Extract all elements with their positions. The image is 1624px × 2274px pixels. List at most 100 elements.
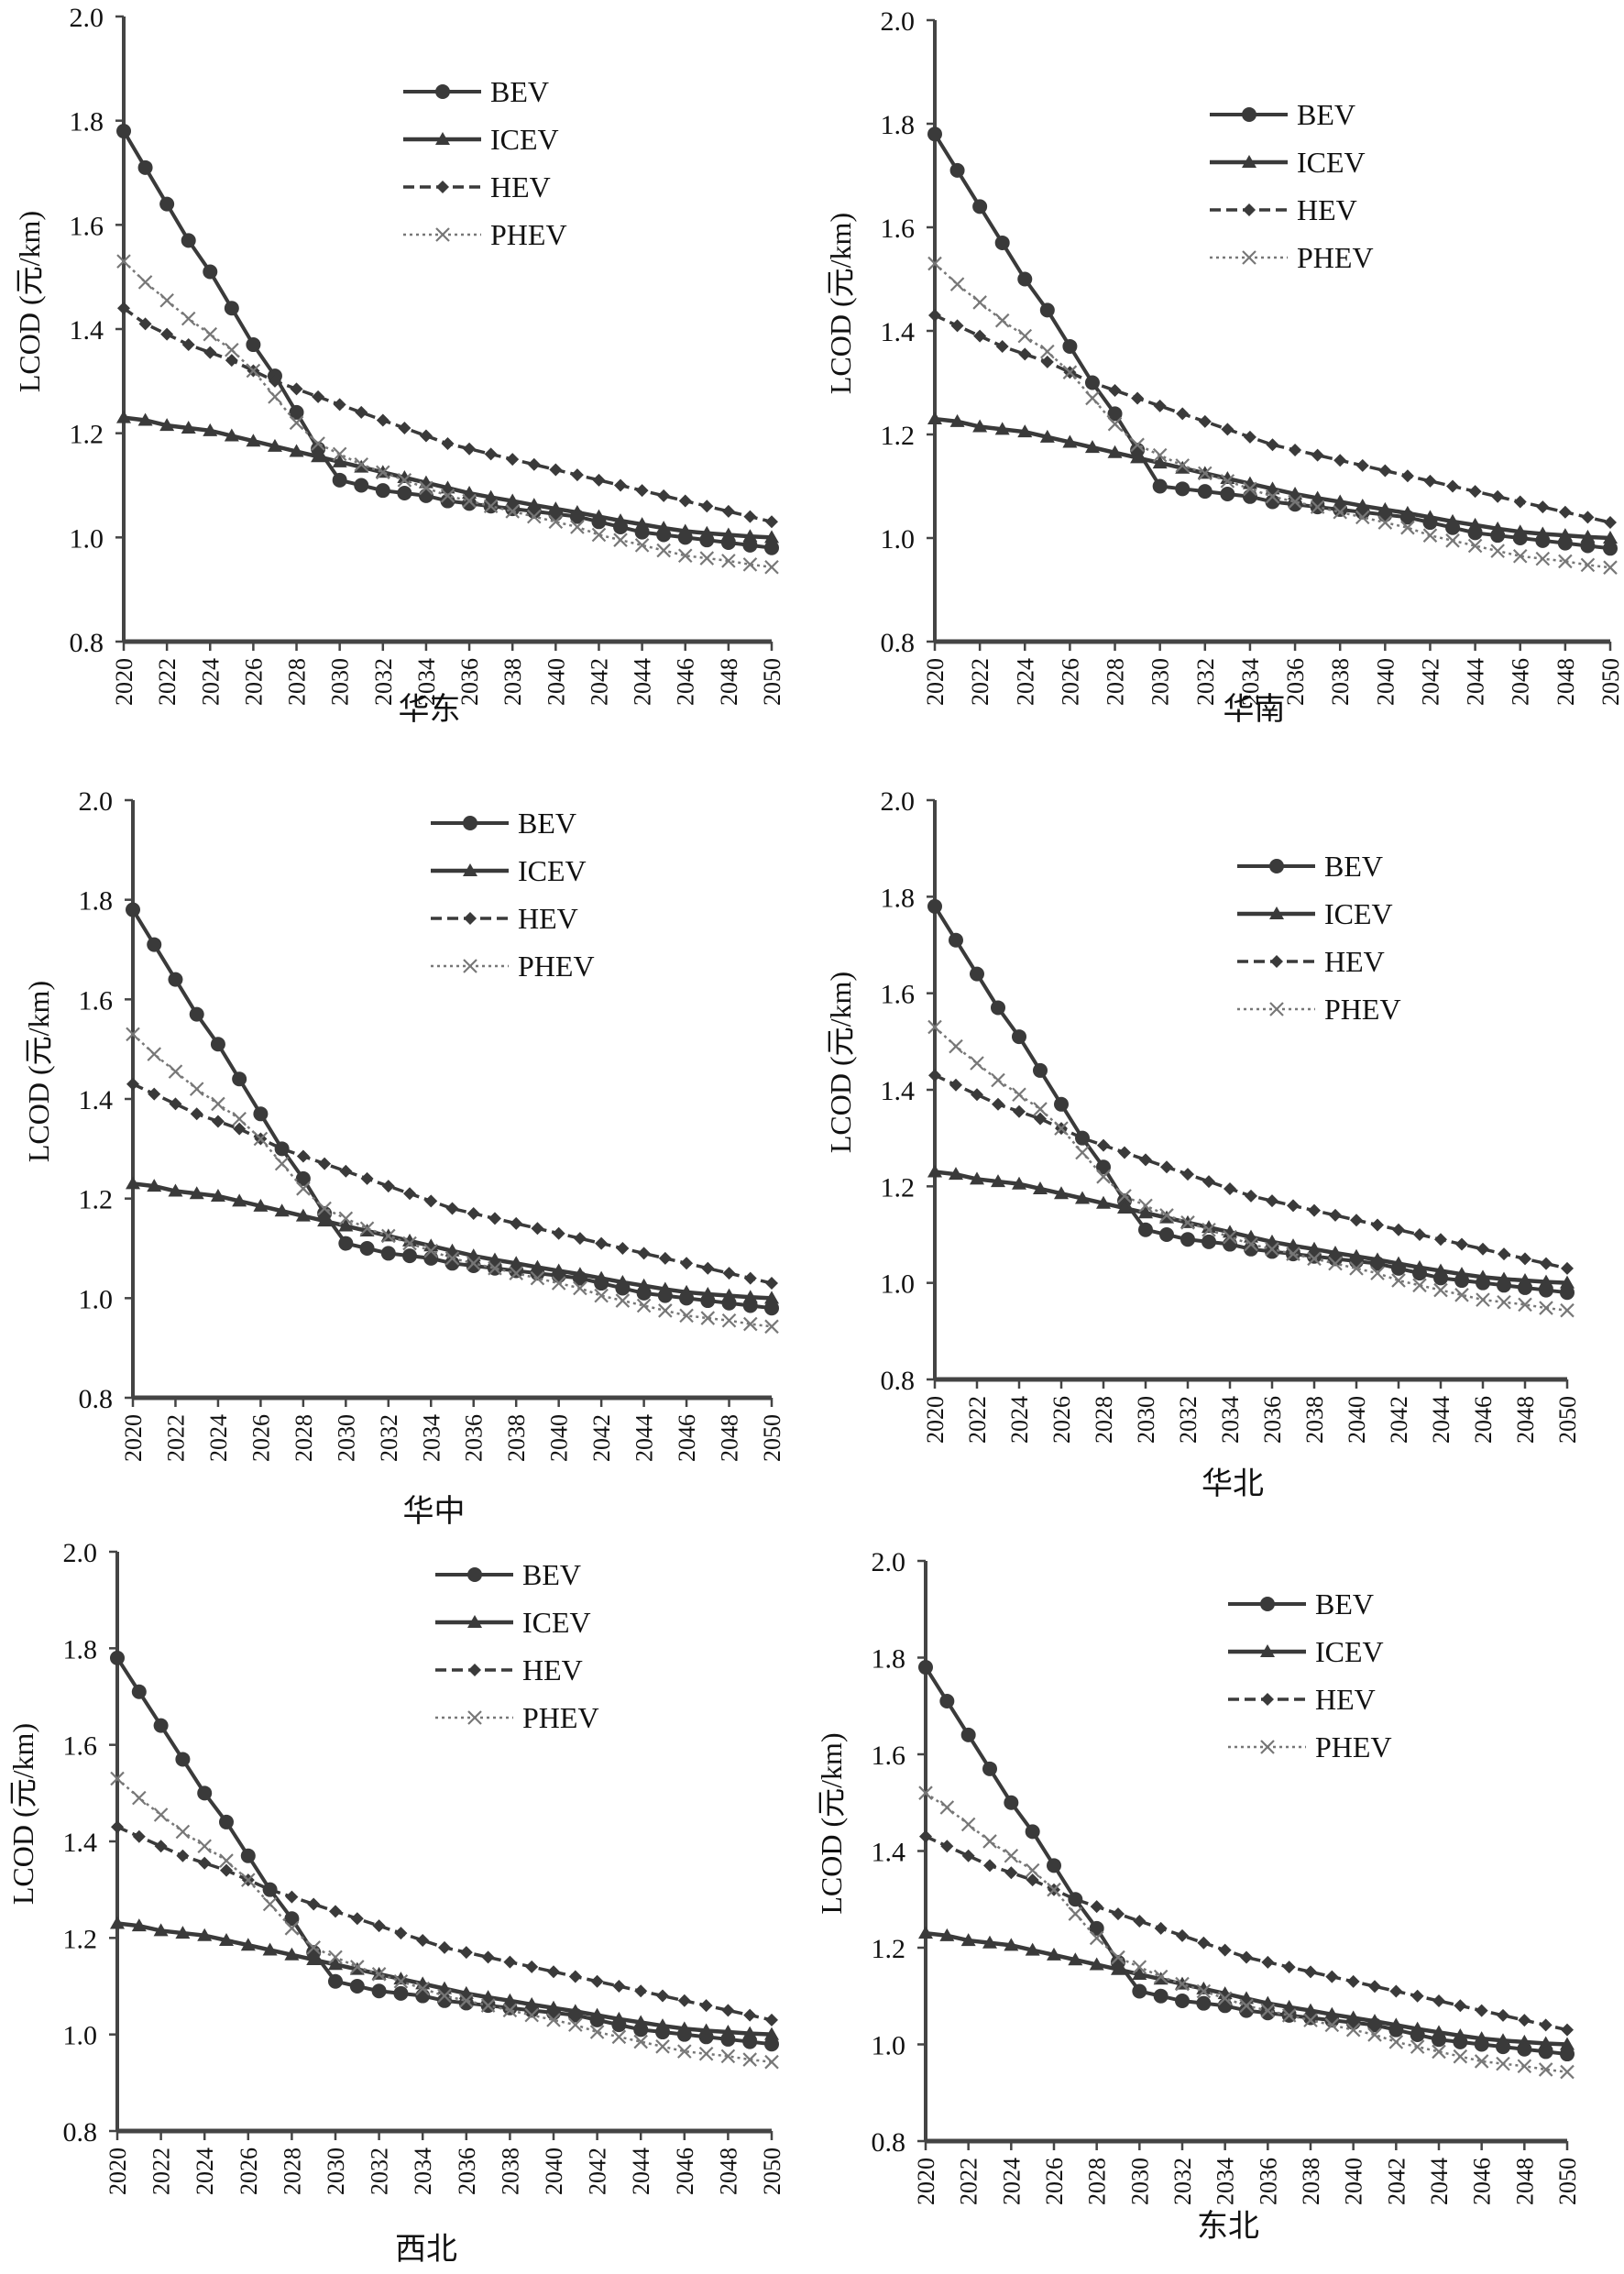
data-point-ICEV-2022 [159, 418, 175, 432]
data-point-ICEV-2038 [505, 493, 521, 507]
data-point-ICEV-2021 [949, 413, 965, 427]
series-HEV [928, 1069, 1574, 1275]
data-point-ICEV-2046 [1512, 524, 1528, 538]
data-point-HEV-2022 [961, 1849, 975, 1862]
legend-item-HEV: HEV [1237, 945, 1385, 978]
x-tick-label: 2048 [715, 2148, 741, 2195]
data-point-PHEV-2049 [1538, 2062, 1553, 2077]
data-point-BEV-2050 [764, 540, 779, 555]
data-point-HEV-2031 [1160, 1160, 1173, 1174]
data-point-PHEV-2030 [1152, 447, 1168, 463]
series-line-PHEV [925, 1792, 1568, 2073]
legend-item-BEV: BEV [431, 807, 576, 840]
data-point-PHEV-2028 [296, 1181, 311, 1196]
data-point-HEV-2022 [160, 327, 174, 341]
x-tick-label: 2046 [1469, 2158, 1496, 2205]
data-point-BEV-2020 [927, 126, 942, 142]
data-point-HEV-2027 [1076, 1131, 1089, 1145]
data-point-PHEV-2036 [1288, 494, 1302, 510]
x-tick-label: 2044 [1426, 2158, 1453, 2205]
data-point-PHEV-2041 [1367, 2027, 1382, 2042]
data-point-HEV-2028 [296, 1149, 310, 1163]
data-point-BEV-2026 [1054, 1096, 1069, 1112]
series-HEV [111, 1820, 778, 2027]
series-line-ICEV [934, 1170, 1568, 1285]
legend: BEV ICEV HEV PHEV [1237, 850, 1401, 1026]
data-point-BEV-2023 [175, 1752, 191, 1767]
y-tick-label: 1.2 [881, 1172, 916, 1203]
data-point-HEV-2034 [416, 1933, 430, 1947]
legend-item-PHEV: PHEV [431, 950, 595, 983]
series-PHEV [116, 254, 779, 575]
x-tick-label: 2046 [672, 2148, 698, 2195]
chart-panel-华东: 0.8 1.0 1.2 1.4 1.6 1.8 2.0 2020 2022 2024 2026 202… [13, 3, 785, 727]
data-point-ICEV-2028 [1107, 445, 1123, 458]
data-point-PHEV-2050 [1603, 560, 1618, 575]
data-point-HEV-2037 [488, 1212, 501, 1225]
legend-marker-BEV [1269, 859, 1284, 873]
data-point-PHEV-2031 [350, 1960, 365, 1974]
data-point-HEV-2022 [971, 1088, 983, 1102]
data-point-PHEV-2036 [1260, 2003, 1276, 2018]
data-point-PHEV-2037 [488, 1260, 502, 1276]
legend-marker-PHEV [1242, 250, 1256, 265]
data-point-BEV-2032 [1197, 484, 1213, 500]
series-line-ICEV [925, 1930, 1568, 2047]
legend: BEV ICEV HEV PHEV [403, 75, 567, 251]
data-point-PHEV-2036 [1265, 1242, 1279, 1257]
x-tick-label: 2022 [967, 658, 993, 706]
x-tick-label: 2028 [284, 658, 311, 706]
data-point-PHEV-2029 [311, 436, 325, 451]
y-tick-label: 1.8 [70, 107, 104, 137]
data-point-BEV-2050 [764, 1301, 779, 1316]
data-point-HEV-2048 [721, 504, 735, 518]
data-point-HEV-2043 [1413, 1228, 1426, 1241]
data-point-ICEV-2049 [742, 1290, 758, 1303]
data-point-PHEV-2037 [480, 1998, 496, 2013]
x-tick-label: 2022 [162, 1414, 189, 1462]
legend-item-HEV: HEV [403, 170, 551, 203]
data-point-HEV-2020 [117, 302, 130, 315]
x-tick-label: 2042 [1417, 658, 1443, 706]
x-tick-label: 2022 [148, 2148, 175, 2195]
data-point-HEV-2037 [1311, 448, 1324, 462]
y-tick-label: 1.2 [70, 420, 104, 450]
x-tick-label: 2032 [1192, 658, 1219, 706]
data-point-PHEV-2043 [611, 2029, 627, 2045]
data-point-ICEV-2020 [918, 1926, 933, 1939]
legend-item-BEV: BEV [1237, 850, 1383, 883]
data-point-ICEV-2039 [530, 1259, 545, 1273]
data-point-HEV-2038 [1308, 1203, 1321, 1217]
x-tick-label: 2050 [1597, 658, 1624, 706]
data-point-ICEV-2023 [982, 1935, 997, 1949]
data-point-HEV-2031 [1176, 407, 1190, 421]
data-point-PHEV-2047 [700, 1311, 716, 1325]
x-tick-label: 2024 [1012, 658, 1038, 706]
x-tick-label: 2038 [499, 658, 526, 706]
data-point-HEV-2042 [592, 473, 606, 487]
data-point-HEV-2043 [616, 1242, 630, 1255]
data-point-HEV-2047 [701, 1261, 715, 1275]
data-point-PHEV-2040 [1345, 2022, 1361, 2038]
data-point-ICEV-2026 [240, 1938, 256, 1951]
data-point-HEV-2045 [1491, 489, 1505, 503]
data-point-PHEV-2020 [927, 1019, 942, 1035]
data-point-BEV-2033 [1196, 1995, 1212, 2011]
data-point-ICEV-2030 [1138, 1205, 1153, 1219]
data-point-BEV-2030 [1132, 1983, 1147, 1999]
data-point-PHEV-2048 [1558, 554, 1573, 569]
data-point-PHEV-2043 [1410, 2039, 1425, 2054]
data-point-HEV-2021 [940, 1840, 954, 1853]
data-point-ICEV-2039 [524, 1997, 540, 2011]
legend-label-HEV: HEV [1324, 945, 1385, 978]
data-point-HEV-2036 [1266, 1194, 1278, 1208]
data-point-PHEV-2026 [241, 1873, 256, 1887]
data-point-ICEV-2026 [1047, 1947, 1061, 1961]
data-point-HEV-2024 [1013, 1104, 1026, 1118]
data-point-HEV-2040 [1350, 1214, 1363, 1227]
data-point-BEV-2035 [444, 1256, 460, 1271]
x-tick-label: 2044 [630, 658, 656, 706]
data-point-HEV-2038 [1304, 1965, 1317, 1979]
legend-marker-PHEV [435, 227, 450, 242]
data-point-HEV-2034 [424, 1194, 438, 1208]
